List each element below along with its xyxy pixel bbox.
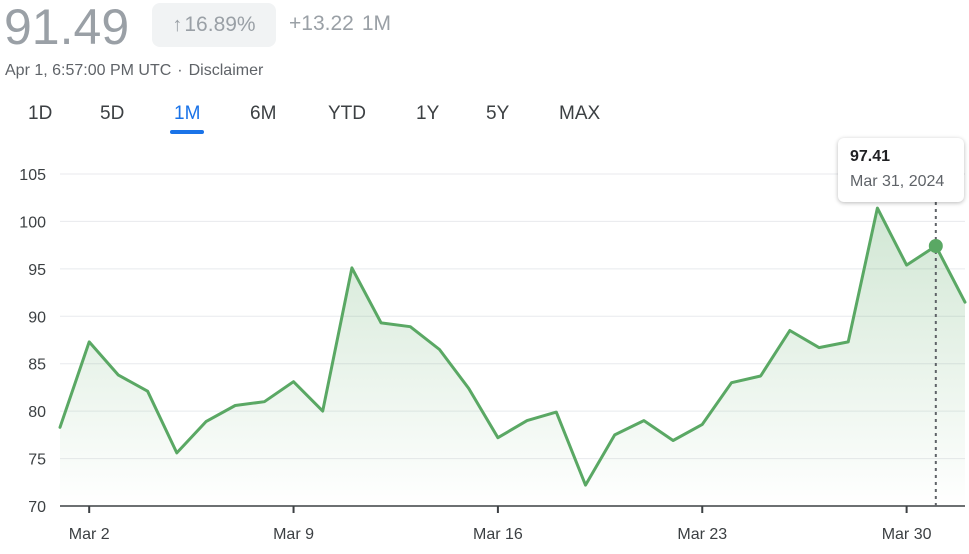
quote-timestamp: Apr 1, 6:57:00 PM UTC · Disclaimer [5, 62, 263, 80]
separator-dot: · [177, 62, 183, 79]
absolute-change-value: +13.22 [289, 12, 354, 35]
tab-ytd[interactable]: YTD [328, 103, 366, 124]
range-tabs: 1D 5D 1M 6M YTD 1Y 5Y MAX [0, 100, 700, 134]
y-tick-label: 105 [19, 167, 46, 184]
percent-change-value: 16.89% [184, 13, 256, 36]
price-line [58, 206, 967, 487]
tab-1m[interactable]: 1M [169, 100, 205, 134]
y-tick-label: 90 [28, 309, 46, 326]
tab-max[interactable]: MAX [559, 103, 601, 124]
tab-5y[interactable]: 5Y [486, 103, 510, 124]
x-tick-label: Mar 16 [473, 526, 523, 543]
price-area [60, 208, 965, 506]
tab-5d[interactable]: 5D [100, 103, 125, 124]
percent-change-badge: ↑ 16.89% [152, 3, 276, 47]
tooltip-price: 97.41 [850, 148, 891, 165]
tab-1y[interactable]: 1Y [416, 103, 440, 124]
x-tick-label: Mar 23 [677, 526, 727, 543]
quote-header: 91.49 ↑ 16.89% +13.22 1M [0, 0, 969, 60]
y-tick-label: 80 [28, 404, 46, 421]
tab-6m[interactable]: 6M [250, 103, 277, 124]
y-tick-label: 75 [28, 452, 46, 469]
y-tick-label: 70 [28, 499, 46, 516]
x-tick-label: Mar 9 [273, 526, 314, 543]
hover-tooltip: 97.41 Mar 31, 2024 [838, 138, 964, 202]
change-period: 1M [361, 12, 392, 35]
y-tick-label: 85 [28, 357, 46, 374]
y-tick-label: 100 [19, 214, 46, 231]
arrow-up-icon: ↑ [172, 14, 183, 36]
x-tick-label: Mar 30 [882, 526, 932, 543]
tab-1d[interactable]: 1D [28, 103, 53, 124]
hover-point [928, 238, 943, 253]
y-tick-label: 95 [28, 262, 46, 279]
current-price: 91.49 [4, 0, 130, 55]
absolute-change: +13.22 1M [289, 12, 391, 36]
timestamp-text: Apr 1, 6:57:00 PM UTC [5, 62, 172, 79]
tooltip-date: Mar 31, 2024 [850, 173, 945, 190]
disclaimer-link[interactable]: Disclaimer [188, 62, 264, 79]
x-tick-label: Mar 2 [69, 526, 110, 543]
